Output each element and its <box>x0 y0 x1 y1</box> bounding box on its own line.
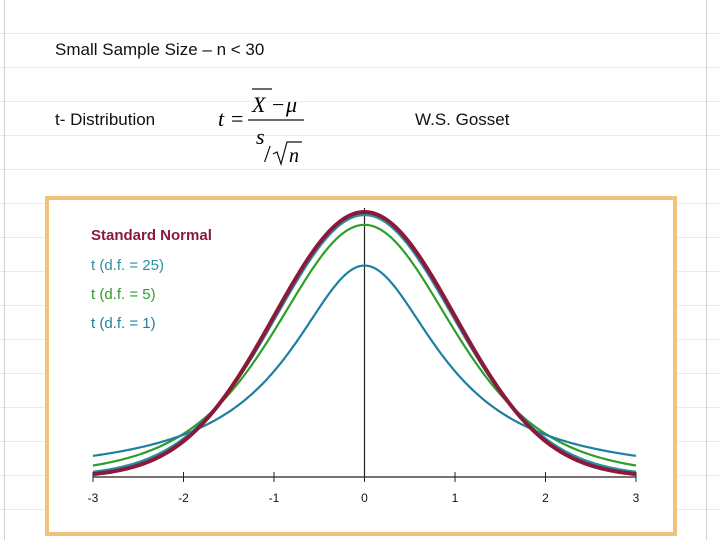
legend-label-t-df-1: t (d.f. = 1) <box>91 315 156 332</box>
sqrt-radical <box>272 141 302 167</box>
formula-s: s <box>256 124 265 149</box>
x-tick-label: 3 <box>633 491 640 505</box>
x-tick-label: 0 <box>361 491 368 505</box>
x-tick-label: 2 <box>542 491 549 505</box>
legend-label-t-df-25: t (d.f. = 25) <box>91 257 164 274</box>
chart-frame <box>45 196 677 536</box>
author-name: W.S. Gosset <box>415 110 510 129</box>
right-margin-rule <box>706 0 707 540</box>
series-line-t-df-1 <box>92 264 637 457</box>
legend-label-t-df-5: t (d.f. = 5) <box>91 286 156 303</box>
legend-label-standard-normal: Standard Normal <box>91 227 212 244</box>
left-margin-rule <box>4 0 5 540</box>
formula-t: t <box>218 106 225 131</box>
series-line-standard-normal <box>92 210 637 477</box>
t-statistic-formula: t = X − μ s / n <box>218 88 304 168</box>
formula-n: n <box>289 145 299 167</box>
x-tick-label: 1 <box>452 491 459 505</box>
formula-equals: = <box>231 106 243 131</box>
formula-mu: μ <box>285 92 297 117</box>
formula-x: X <box>251 92 267 117</box>
distribution-label: t- Distribution <box>55 110 156 129</box>
slide-heading: Small Sample Size – n < 30 <box>55 40 265 59</box>
formula-slash: / <box>264 142 271 168</box>
x-tick-label: -1 <box>269 491 280 505</box>
formula-minus: − <box>272 92 284 117</box>
x-tick-label: -3 <box>88 491 99 505</box>
x-tick-label: -2 <box>178 491 189 505</box>
